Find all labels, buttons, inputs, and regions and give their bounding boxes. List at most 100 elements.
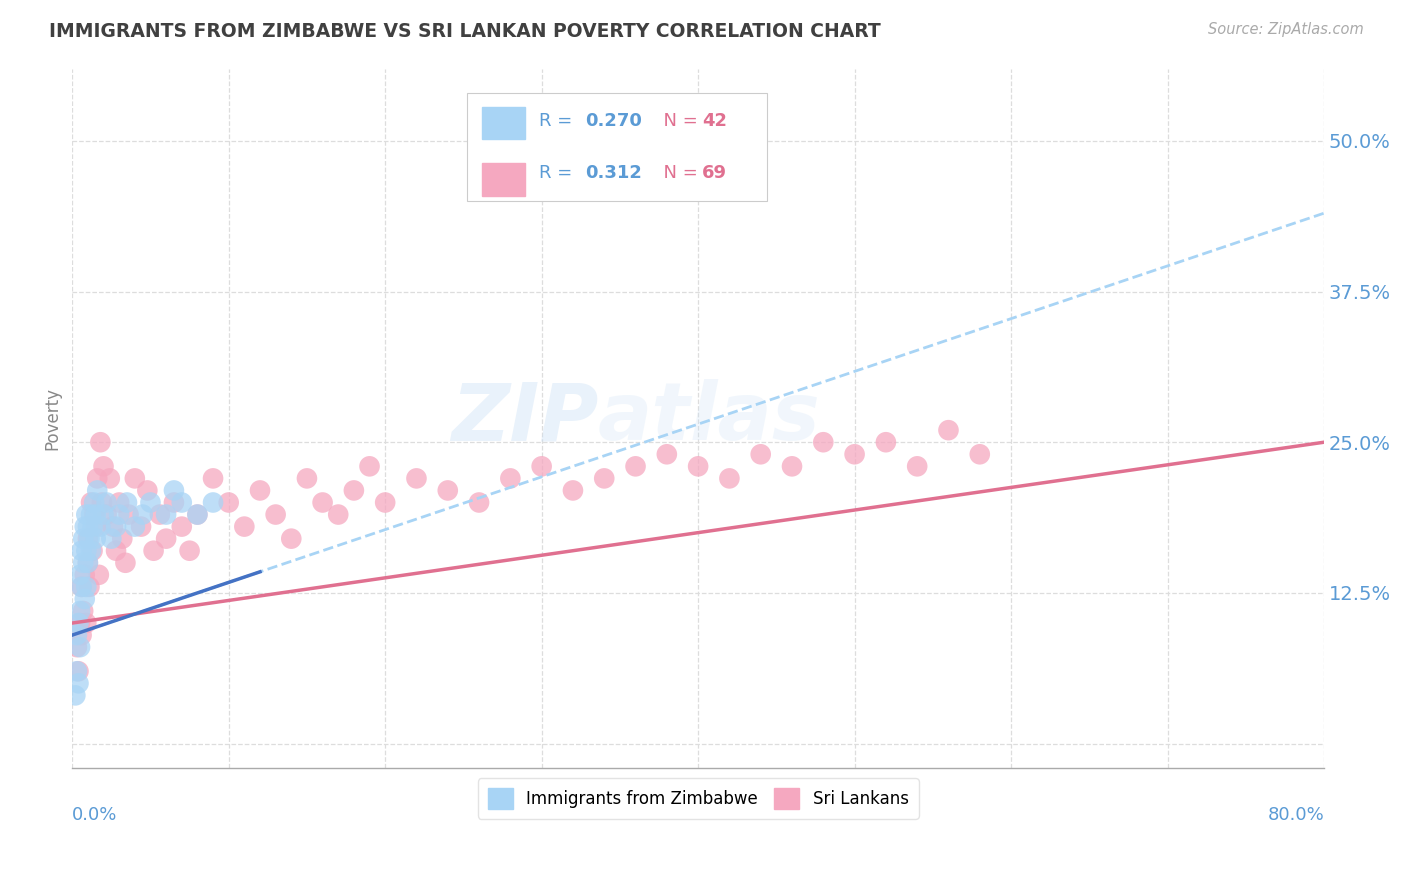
Point — [295, 471, 318, 485]
Point — [66, 628, 89, 642]
Point — [124, 471, 146, 485]
Point — [82, 543, 104, 558]
Point — [72, 532, 94, 546]
Point — [100, 532, 122, 546]
Point — [938, 423, 960, 437]
Point — [688, 459, 710, 474]
Point — [218, 495, 240, 509]
Point — [624, 459, 647, 474]
Point — [264, 508, 287, 522]
Point — [101, 519, 124, 533]
Point — [69, 615, 91, 630]
Point — [249, 483, 271, 498]
FancyBboxPatch shape — [482, 163, 526, 195]
Point — [73, 567, 96, 582]
Point — [93, 459, 115, 474]
Point — [93, 508, 115, 522]
Point — [75, 508, 97, 522]
Point — [80, 495, 103, 509]
Point — [311, 495, 333, 509]
Point — [80, 508, 103, 522]
Text: N =: N = — [652, 164, 703, 182]
Point — [77, 519, 100, 533]
Text: Source: ZipAtlas.com: Source: ZipAtlas.com — [1208, 22, 1364, 37]
Point — [561, 483, 583, 498]
Point — [84, 519, 107, 533]
Point — [86, 471, 108, 485]
Point — [499, 471, 522, 485]
Point — [186, 508, 208, 522]
Point — [179, 543, 201, 558]
Point — [969, 447, 991, 461]
Point — [96, 495, 118, 509]
Point — [91, 495, 114, 509]
Point — [67, 615, 90, 630]
Point — [72, 604, 94, 618]
Text: atlas: atlas — [598, 379, 821, 457]
Text: 0.270: 0.270 — [585, 112, 643, 130]
Point — [98, 471, 121, 485]
Point — [280, 532, 302, 546]
Point — [77, 532, 100, 546]
Y-axis label: Poverty: Poverty — [44, 386, 60, 450]
Point — [186, 508, 208, 522]
Point — [89, 435, 111, 450]
Point — [72, 556, 94, 570]
Point — [73, 519, 96, 533]
Point — [87, 567, 110, 582]
Text: ZIP: ZIP — [450, 379, 598, 457]
Point — [136, 483, 159, 498]
Text: 0.0%: 0.0% — [72, 806, 118, 824]
Text: N =: N = — [652, 112, 703, 130]
Point — [66, 665, 89, 679]
Point — [77, 556, 100, 570]
Point — [89, 519, 111, 533]
Point — [70, 580, 93, 594]
Point — [66, 640, 89, 655]
Text: 80.0%: 80.0% — [1267, 806, 1324, 824]
Point — [359, 459, 381, 474]
Point — [718, 471, 741, 485]
Point — [233, 519, 256, 533]
Point — [83, 508, 105, 522]
Point — [780, 459, 803, 474]
Point — [86, 483, 108, 498]
Text: 0.312: 0.312 — [585, 164, 643, 182]
Point — [77, 556, 100, 570]
Point — [844, 447, 866, 461]
Point — [84, 508, 107, 522]
Point — [69, 640, 91, 655]
Point — [75, 580, 97, 594]
Point — [593, 471, 616, 485]
Point — [131, 508, 153, 522]
Point — [84, 532, 107, 546]
Point — [155, 532, 177, 546]
Point — [79, 532, 101, 546]
Point — [813, 435, 835, 450]
Point — [875, 435, 897, 450]
Text: R =: R = — [538, 164, 583, 182]
Point — [170, 519, 193, 533]
Point — [65, 689, 87, 703]
Point — [655, 447, 678, 461]
Text: 69: 69 — [702, 164, 727, 182]
Point — [343, 483, 366, 498]
Point — [129, 519, 152, 533]
Point — [67, 665, 90, 679]
Point — [328, 508, 350, 522]
Point — [163, 483, 186, 498]
Point — [905, 459, 928, 474]
Point — [83, 495, 105, 509]
Point — [405, 471, 427, 485]
Point — [105, 543, 128, 558]
Point — [530, 459, 553, 474]
Text: R =: R = — [538, 112, 583, 130]
Point — [202, 471, 225, 485]
Point — [142, 543, 165, 558]
Point — [75, 543, 97, 558]
Text: 42: 42 — [702, 112, 727, 130]
Point — [149, 508, 172, 522]
Point — [108, 508, 131, 522]
Point — [69, 604, 91, 618]
Point — [170, 495, 193, 509]
